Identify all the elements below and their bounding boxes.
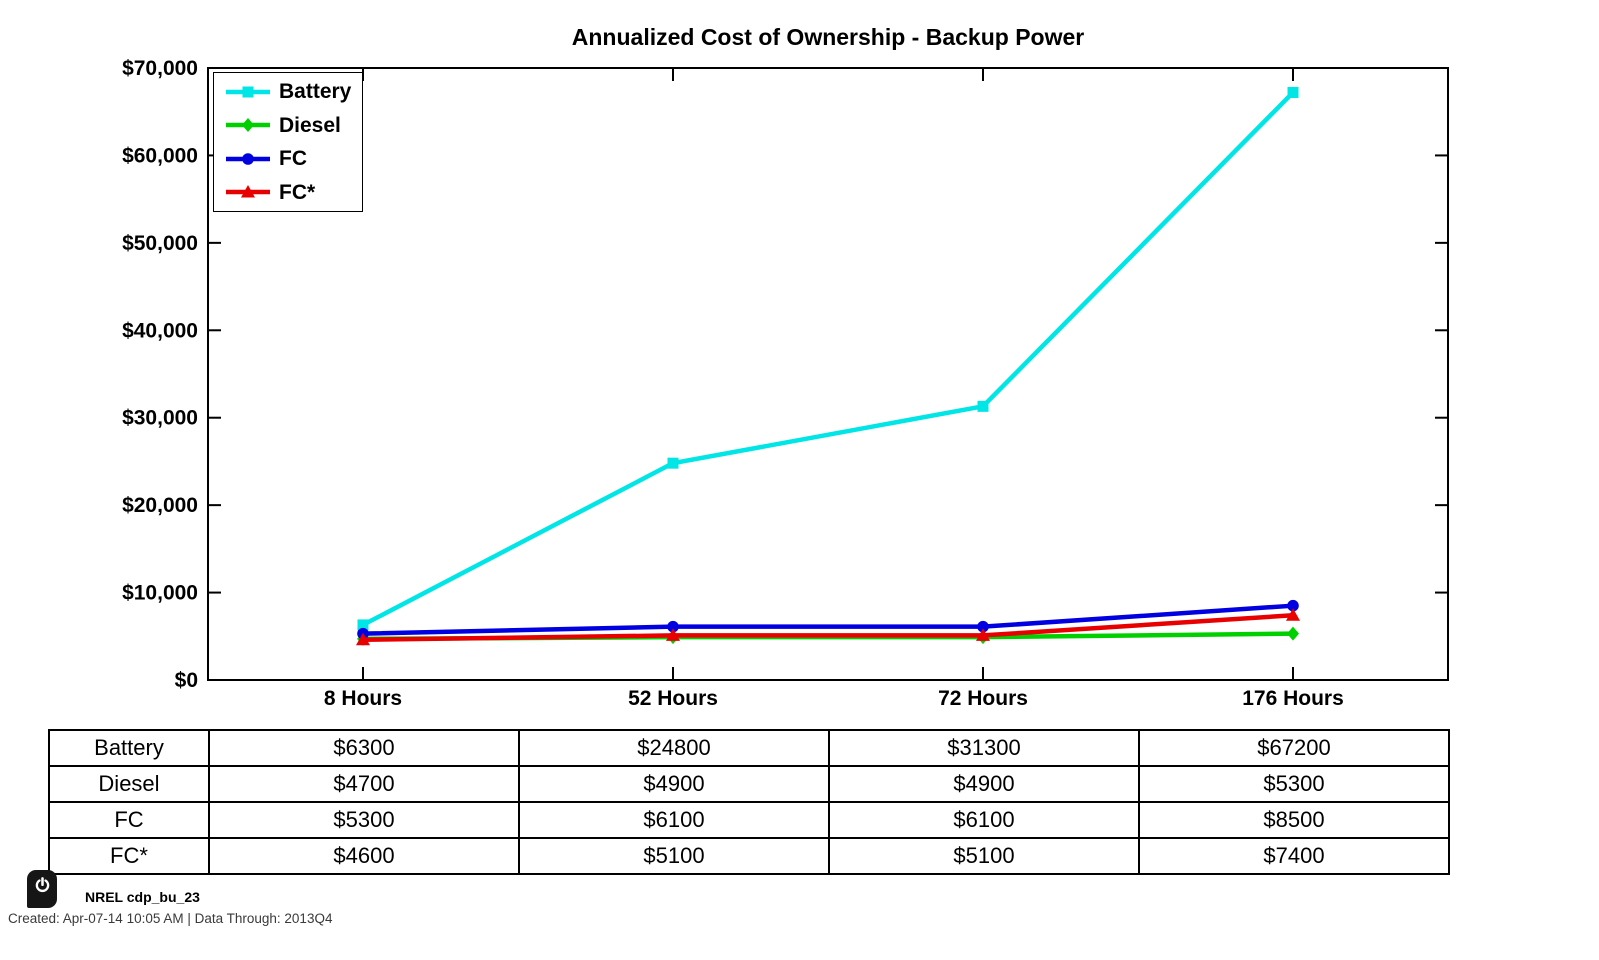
legend-marker-shape xyxy=(241,185,255,198)
x-tick-label: 52 Hours xyxy=(628,687,718,710)
y-tick-label: $10,000 xyxy=(122,582,198,605)
y-tick-label: $40,000 xyxy=(122,319,198,342)
cost-cell: $4700 xyxy=(208,765,520,803)
power-icon xyxy=(35,877,49,893)
legend-label: Battery xyxy=(279,80,352,104)
legend-item-diesel: Diesel xyxy=(224,110,362,140)
page-title: Annualized Cost of Ownership - Backup Po… xyxy=(571,24,1085,50)
x-tick-label: 72 Hours xyxy=(938,687,1028,710)
table-row: FC* $4600 $5100 $5100 $7400 xyxy=(48,837,1450,875)
triangle-legend-marker-icon xyxy=(226,185,270,198)
row-label: Battery xyxy=(48,729,210,767)
legend-marker-shape xyxy=(242,152,254,165)
legend-label: FC xyxy=(279,147,307,171)
created-line: Created: Apr-07-14 10:05 AM | Data Throu… xyxy=(8,911,333,926)
cost-cell: $24800 xyxy=(518,729,830,767)
y-tick-label: $60,000 xyxy=(122,144,198,167)
row-label: Diesel xyxy=(48,765,210,803)
y-tick-label: $0 xyxy=(175,669,198,692)
series-line-fc-star xyxy=(360,613,1296,643)
cost-cell: $5100 xyxy=(828,837,1140,875)
legend-marker-shape xyxy=(242,86,254,98)
legend-item-battery: Battery xyxy=(224,77,362,107)
table-row: FC $5300 $6100 $6100 $8500 xyxy=(48,801,1450,839)
table-row: Battery $6300 $24800 $31300 $67200 xyxy=(48,729,1450,767)
x-tick-label: 176 Hours xyxy=(1242,687,1344,710)
marker-triangle xyxy=(976,628,990,641)
cost-cell: $5100 xyxy=(518,837,830,875)
marker-diamond xyxy=(1287,626,1299,641)
cost-cell: $4900 xyxy=(828,765,1140,803)
series-line-battery xyxy=(360,90,1296,628)
legend-label: FC* xyxy=(279,180,316,204)
cost-cell: $5300 xyxy=(1138,765,1450,803)
marker-square xyxy=(1287,86,1299,98)
y-tick-label: $30,000 xyxy=(122,407,198,430)
marker-circle xyxy=(977,620,989,633)
y-tick-label: $70,000 xyxy=(122,57,198,80)
series-line-fc xyxy=(360,603,1296,636)
table-row: Diesel $4700 $4900 $4900 $5300 xyxy=(48,765,1450,803)
y-tick-label: $20,000 xyxy=(122,494,198,517)
marker-circle xyxy=(1287,599,1299,612)
marker-circle xyxy=(667,620,679,633)
y-tick-label: $50,000 xyxy=(122,232,198,255)
legend-item-fc: FC xyxy=(224,144,362,174)
marker-triangle xyxy=(356,632,370,646)
marker-square xyxy=(977,400,989,412)
cost-cell: $31300 xyxy=(828,729,1140,767)
x-tick-label: 8 Hours xyxy=(324,687,402,710)
cost-table: Battery $6300 $24800 $31300 $67200 Diesel $470… xyxy=(48,729,1450,875)
cost-cell: $4900 xyxy=(518,765,830,803)
legend-label: Diesel xyxy=(279,113,341,137)
circle-legend-marker-icon xyxy=(226,152,270,165)
marker-triangle xyxy=(1286,608,1300,621)
legend-item-fc-star: FC* xyxy=(224,177,362,207)
dataset-label: NREL cdp_bu_23 xyxy=(85,889,200,905)
cost-line-chart: $0 $10,000 $20,000 $30,000 $40,000 $50,000 $60… xyxy=(122,57,1449,710)
cost-cell: $5300 xyxy=(208,801,520,839)
row-label: FC* xyxy=(48,837,210,875)
nrel-power-logo xyxy=(27,870,57,908)
square-legend-marker-icon xyxy=(226,86,270,98)
cost-cell: $8500 xyxy=(1138,801,1450,839)
marker-square xyxy=(357,619,369,631)
cost-cell: $6100 xyxy=(518,801,830,839)
row-label: FC xyxy=(48,801,210,839)
plot-border xyxy=(207,67,1449,681)
cost-cell: $6100 xyxy=(828,801,1140,839)
cost-cell: $67200 xyxy=(1138,729,1450,767)
cost-cell: $7400 xyxy=(1138,837,1450,875)
legend-marker-shape xyxy=(242,118,254,133)
marker-triangle xyxy=(666,628,680,641)
cost-cell: $6300 xyxy=(208,729,520,767)
chart-legend: Battery Diesel FC FC* xyxy=(213,72,363,212)
cost-cell: $4600 xyxy=(208,837,520,875)
diamond-legend-marker-icon xyxy=(226,118,270,133)
marker-square xyxy=(667,457,679,469)
